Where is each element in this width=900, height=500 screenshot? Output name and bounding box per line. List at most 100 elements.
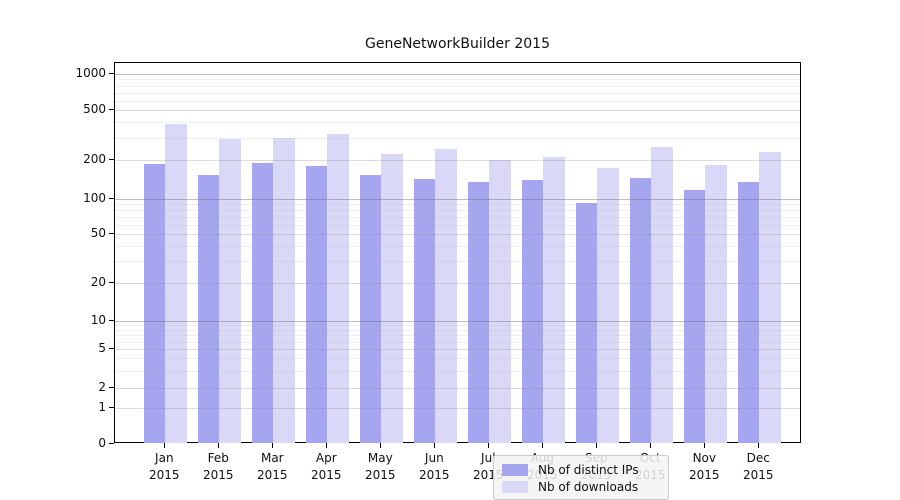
minor-gridline xyxy=(115,100,800,102)
y-tick-label-500: 500 xyxy=(83,102,106,116)
y-tick-mark xyxy=(109,387,114,389)
minor-gridline xyxy=(115,330,800,331)
x-tick-label-dec-2015: Dec 2015 xyxy=(743,451,774,482)
x-tick-mark xyxy=(326,443,328,448)
y-tick-mark xyxy=(109,109,114,111)
bar-nb-of-distinct-ips-may-2015 xyxy=(360,175,382,443)
bar-nb-of-downloads-jul-2015 xyxy=(489,160,511,443)
x-tick-mark xyxy=(218,443,220,448)
y-tick-label-2: 2 xyxy=(98,380,106,394)
legend-label-nb-of-downloads: Nb of downloads xyxy=(538,479,639,494)
legend: Nb of distinct IPs Nb of downloads xyxy=(493,455,669,500)
y-tick-mark xyxy=(109,282,114,284)
x-tick-label-apr-2015: Apr 2015 xyxy=(311,451,342,482)
minor-gridline xyxy=(115,217,800,218)
y-tick-label-0: 0 xyxy=(98,436,106,450)
bar-nb-of-distinct-ips-jan-2015 xyxy=(144,164,166,443)
x-tick-mark xyxy=(488,443,490,448)
minor-gridline xyxy=(115,335,800,337)
minor-gridline xyxy=(115,341,800,343)
x-tick-label-jan-2015: Jan 2015 xyxy=(149,451,180,482)
y-tick-mark xyxy=(109,407,114,409)
bar-nb-of-downloads-oct-2015 xyxy=(651,146,673,443)
plot-area: Nb of distinct IPs Nb of downloads xyxy=(114,62,801,500)
major-gridline-50 xyxy=(115,234,800,235)
minor-gridline xyxy=(115,224,800,226)
major-gridline-200 xyxy=(115,160,800,161)
y-tick-mark xyxy=(109,233,114,235)
x-tick-label-mar-2015: Mar 2015 xyxy=(257,451,288,482)
x-tick-label-jun-2015: Jun 2015 xyxy=(419,451,450,482)
y-tick-label-1: 1 xyxy=(98,400,106,414)
x-tick-mark xyxy=(164,443,166,448)
bar-nb-of-distinct-ips-aug-2015 xyxy=(522,180,544,443)
y-tick-mark xyxy=(109,320,114,322)
legend-label-nb-of-distinct-ips: Nb of distinct IPs xyxy=(538,462,639,477)
x-tick-label-feb-2015: Feb 2015 xyxy=(203,451,234,482)
bar-nb-of-distinct-ips-nov-2015 xyxy=(684,190,706,443)
minor-gridline xyxy=(115,204,800,206)
y-tick-mark xyxy=(109,443,114,445)
bar-nb-of-distinct-ips-jul-2015 xyxy=(468,182,490,443)
minor-gridline xyxy=(115,79,800,81)
minor-gridline xyxy=(115,261,800,263)
x-tick-mark xyxy=(650,443,652,448)
legend-item-nb-of-distinct-ips: Nb of distinct IPs xyxy=(502,461,668,478)
x-tick-mark xyxy=(758,443,760,448)
bar-nb-of-downloads-may-2015 xyxy=(381,153,403,443)
minor-gridline xyxy=(115,92,800,94)
bar-nb-of-downloads-feb-2015 xyxy=(219,138,241,443)
major-gridline-5 xyxy=(115,349,800,350)
x-tick-mark xyxy=(434,443,436,448)
minor-gridline xyxy=(115,245,800,247)
y-tick-label-5: 5 xyxy=(98,341,106,355)
y-tick-label-20: 20 xyxy=(90,275,106,289)
bar-nb-of-distinct-ips-dec-2015 xyxy=(738,182,760,443)
x-tick-label-nov-2015: Nov 2015 xyxy=(689,451,720,482)
x-tick-mark xyxy=(272,443,274,448)
major-gridline-2 xyxy=(115,388,800,389)
y-tick-label-50: 50 xyxy=(90,226,106,240)
bar-nb-of-downloads-jun-2015 xyxy=(435,148,457,443)
minor-gridline xyxy=(115,85,800,87)
minor-gridline xyxy=(115,122,800,124)
bar-nb-of-distinct-ips-jun-2015 xyxy=(414,178,436,443)
x-tick-mark xyxy=(704,443,706,448)
major-gridline-20 xyxy=(115,283,800,284)
bar-nb-of-downloads-dec-2015 xyxy=(759,151,781,443)
x-tick-label-may-2015: May 2015 xyxy=(365,451,396,482)
bar-nb-of-distinct-ips-oct-2015 xyxy=(630,178,652,443)
minor-gridline xyxy=(115,210,800,212)
bar-nb-of-distinct-ips-feb-2015 xyxy=(198,175,220,443)
major-gridline-1000 xyxy=(115,74,800,75)
minor-gridline xyxy=(115,137,800,139)
bar-nb-of-downloads-apr-2015 xyxy=(327,133,349,443)
major-gridline-1 xyxy=(115,408,800,409)
y-tick-mark xyxy=(109,348,114,350)
y-tick-mark xyxy=(109,198,114,200)
major-gridline-500 xyxy=(115,110,800,111)
legend-swatch-nb-of-downloads xyxy=(502,480,528,493)
bar-nb-of-distinct-ips-sep-2015 xyxy=(576,202,598,443)
legend-item-nb-of-downloads: Nb of downloads xyxy=(502,478,668,495)
y-tick-mark xyxy=(109,73,114,75)
major-gridline-100 xyxy=(115,199,800,200)
minor-gridline xyxy=(115,325,800,327)
chart-title: GeneNetworkBuilder 2015 xyxy=(365,36,550,52)
x-tick-mark xyxy=(596,443,598,448)
major-gridline-10 xyxy=(115,321,800,322)
y-tick-label-10: 10 xyxy=(90,313,106,327)
minor-gridline xyxy=(115,358,800,360)
minor-gridline xyxy=(115,370,800,372)
x-tick-mark xyxy=(380,443,382,448)
bar-nb-of-downloads-sep-2015 xyxy=(597,168,619,443)
y-tick-label-1000: 1000 xyxy=(75,66,106,80)
x-tick-mark xyxy=(542,443,544,448)
legend-swatch-nb-of-distinct-ips xyxy=(502,463,528,476)
bar-nb-of-downloads-mar-2015 xyxy=(273,137,295,443)
bar-nb-of-distinct-ips-mar-2015 xyxy=(252,162,274,443)
y-tick-label-100: 100 xyxy=(83,191,106,205)
bar-nb-of-distinct-ips-apr-2015 xyxy=(306,165,328,443)
bar-nb-of-downloads-nov-2015 xyxy=(705,165,727,443)
